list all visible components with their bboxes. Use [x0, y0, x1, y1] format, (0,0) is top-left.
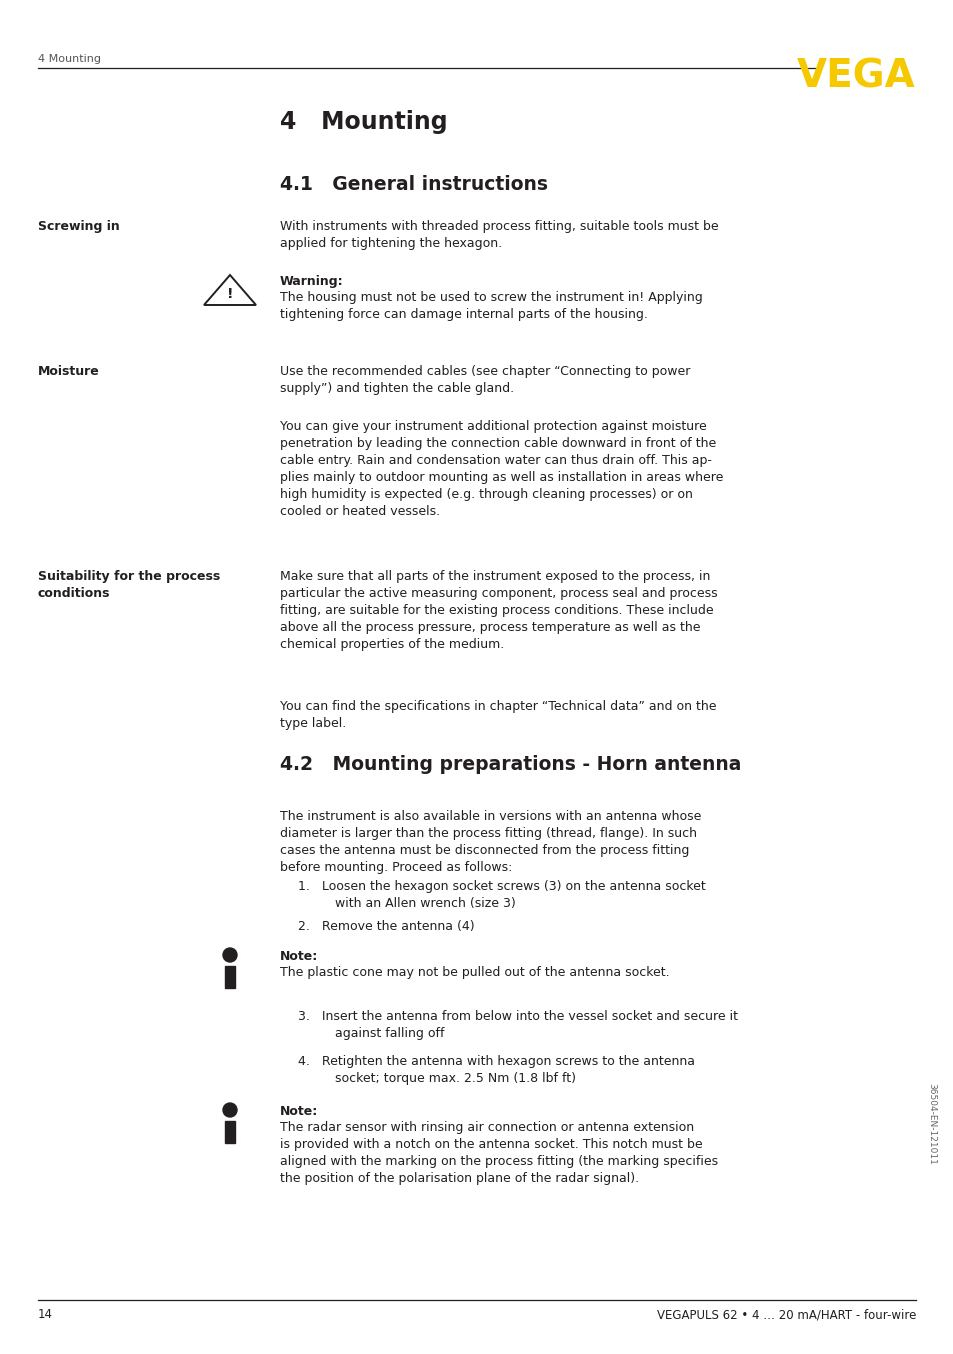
Text: with an Allen wrench (size 3): with an Allen wrench (size 3) [335, 896, 516, 910]
Text: Use the recommended cables (see chapter “Connecting to power
supply”) and tighte: Use the recommended cables (see chapter … [280, 366, 690, 395]
Text: 4.1   General instructions: 4.1 General instructions [280, 175, 547, 194]
Text: You can find the specifications in chapter “Technical data” and on the
type labe: You can find the specifications in chapt… [280, 700, 716, 730]
Bar [225, 965, 234, 988]
Text: Moisture: Moisture [38, 366, 100, 378]
Circle shape [223, 948, 236, 961]
Text: The instrument is also available in versions with an antenna whose
diameter is l: The instrument is also available in vers… [280, 810, 700, 873]
Text: 36504-EN-121011: 36504-EN-121011 [926, 1083, 936, 1164]
Text: The radar sensor with rinsing air connection or antenna extension
is provided wi: The radar sensor with rinsing air connec… [280, 1121, 718, 1185]
Text: VEGAPULS 62 • 4 … 20 mA/HART - four-wire: VEGAPULS 62 • 4 … 20 mA/HART - four-wire [656, 1308, 915, 1322]
Text: Note:: Note: [280, 951, 318, 963]
Text: 4 Mounting: 4 Mounting [38, 54, 101, 64]
Text: Note:: Note: [280, 1105, 318, 1118]
Text: Make sure that all parts of the instrument exposed to the process, in
particular: Make sure that all parts of the instrume… [280, 570, 717, 651]
Text: 4.2   Mounting preparations - Horn antenna: 4.2 Mounting preparations - Horn antenna [280, 756, 740, 774]
Text: With instruments with threaded process fitting, suitable tools must be
applied f: With instruments with threaded process f… [280, 219, 718, 250]
Text: against falling off: against falling off [335, 1026, 444, 1040]
Text: !: ! [227, 287, 233, 301]
Circle shape [223, 1104, 236, 1117]
Text: 4   Mounting: 4 Mounting [280, 110, 447, 134]
Text: 14: 14 [38, 1308, 53, 1322]
Text: You can give your instrument additional protection against moisture
penetration : You can give your instrument additional … [280, 420, 722, 519]
Text: 4.   Retighten the antenna with hexagon screws to the antenna: 4. Retighten the antenna with hexagon sc… [297, 1055, 695, 1068]
Text: The plastic cone may not be pulled out of the antenna socket.: The plastic cone may not be pulled out o… [280, 965, 669, 979]
Text: The housing must not be used to screw the instrument in! Applying
tightening for: The housing must not be used to screw th… [280, 291, 702, 321]
Bar [225, 1121, 234, 1143]
Text: 1.   Loosen the hexagon socket screws (3) on the antenna socket: 1. Loosen the hexagon socket screws (3) … [297, 880, 705, 894]
Text: 3.   Insert the antenna from below into the vessel socket and secure it: 3. Insert the antenna from below into th… [297, 1010, 738, 1024]
Text: Warning:: Warning: [280, 275, 343, 288]
Text: Suitability for the process
conditions: Suitability for the process conditions [38, 570, 220, 600]
Text: VEGA: VEGA [797, 58, 915, 96]
Text: Screwing in: Screwing in [38, 219, 120, 233]
Text: 2.   Remove the antenna (4): 2. Remove the antenna (4) [297, 919, 475, 933]
Text: socket; torque max. 2.5 Nm (1.8 lbf ft): socket; torque max. 2.5 Nm (1.8 lbf ft) [335, 1072, 576, 1085]
